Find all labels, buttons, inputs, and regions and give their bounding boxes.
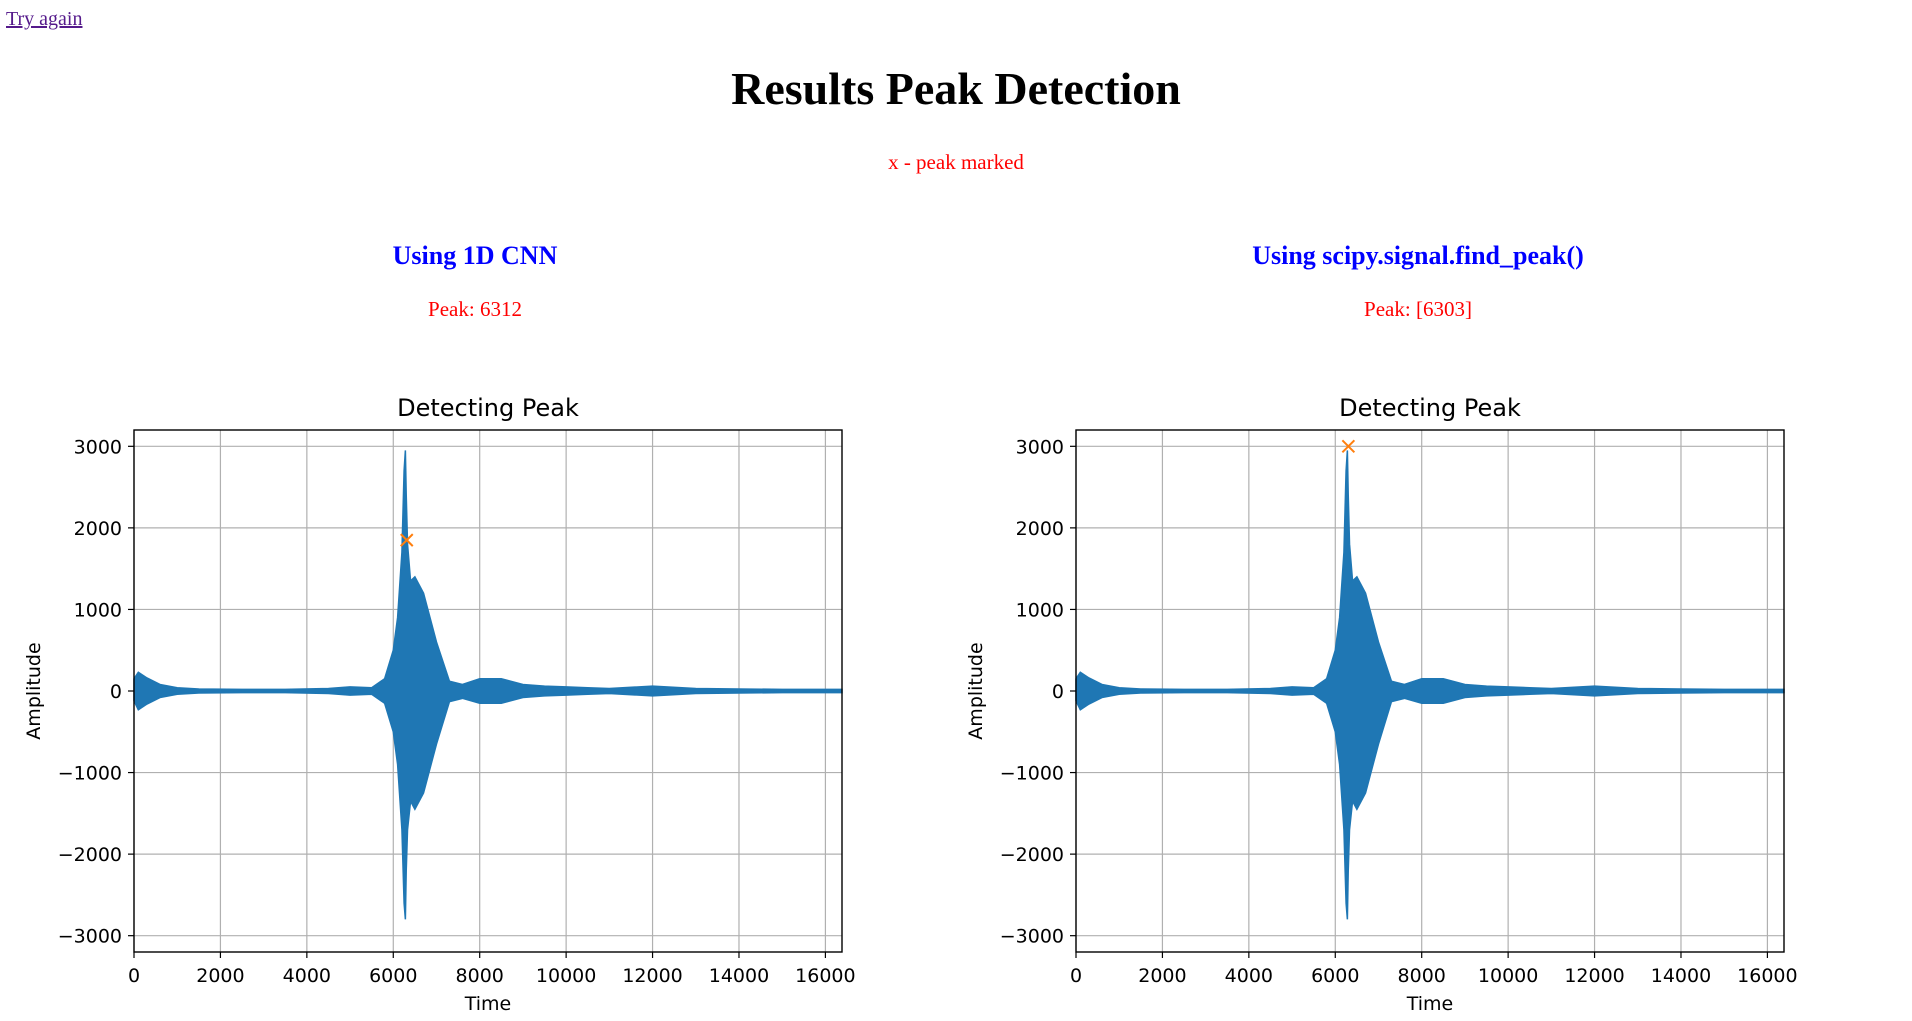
y-tick-label: −3000	[58, 926, 122, 948]
y-tick-label: 3000	[1016, 436, 1064, 458]
chart-title: Detecting Peak	[1339, 394, 1521, 422]
y-tick-label: 1000	[1016, 599, 1064, 621]
x-tick-label: 0	[128, 965, 140, 987]
chart-title: Detecting Peak	[397, 394, 579, 422]
x-tick-label: 4000	[1225, 965, 1273, 987]
signal-series	[133, 450, 843, 920]
scipy-method-title: Using scipy.signal.find_peak()	[1252, 241, 1584, 270]
try-again-link[interactable]: Try again	[6, 8, 83, 30]
scipy-chart: Detecting Peak 0 2000 4000 6000 8000 10000 1200…	[952, 380, 1812, 1021]
scipy-peak-value: Peak: [6303]	[1364, 297, 1472, 321]
y-tick-label: −2000	[1000, 844, 1064, 866]
x-tick-label: 4000	[283, 965, 331, 987]
y-tick-label: 1000	[74, 599, 122, 621]
x-tick-label: 6000	[1311, 965, 1359, 987]
x-tick-label: 2000	[1138, 965, 1186, 987]
cnn-chart: Detecting Peak 0 2000 4000 6000 8000 10000 1200…	[10, 380, 870, 1021]
x-tick-label: 6000	[369, 965, 417, 987]
x-tick-label: 14000	[1651, 965, 1711, 987]
x-tick-label: 16000	[795, 965, 855, 987]
y-tick-label: 2000	[1016, 518, 1064, 540]
y-tick-label: 3000	[74, 436, 122, 458]
x-tick-label: 8000	[1398, 965, 1446, 987]
y-tick-label: 2000	[74, 518, 122, 540]
x-tick-label: 12000	[1564, 965, 1624, 987]
y-tick-label: −2000	[58, 844, 122, 866]
x-tick-label: 10000	[1478, 965, 1538, 987]
x-tick-label: 8000	[456, 965, 504, 987]
y-tick-label: −1000	[1000, 763, 1064, 785]
page-title: Results Peak Detection	[731, 63, 1181, 114]
x-tick-label: 14000	[709, 965, 769, 987]
y-tick-label: −3000	[1000, 926, 1064, 948]
x-tick-label: 0	[1070, 965, 1082, 987]
signal-series	[1075, 450, 1785, 920]
marker-legend-note: x - peak marked	[888, 150, 1024, 174]
y-tick-label: 0	[1052, 681, 1064, 703]
x-tick-label: 2000	[196, 965, 244, 987]
y-axis-label: Amplitude	[23, 642, 45, 739]
y-tick-label: −1000	[58, 763, 122, 785]
x-tick-label: 16000	[1737, 965, 1797, 987]
x-axis-label: Time	[464, 993, 512, 1015]
x-axis-label: Time	[1406, 993, 1454, 1015]
peak-marker	[1341, 439, 1356, 454]
peak-marker	[400, 533, 414, 547]
y-axis-label: Amplitude	[965, 642, 987, 739]
cnn-peak-value: Peak: 6312	[428, 297, 522, 321]
y-tick-label: 0	[110, 681, 122, 703]
x-tick-label: 10000	[536, 965, 596, 987]
x-tick-label: 12000	[622, 965, 682, 987]
cnn-method-title: Using 1D CNN	[392, 241, 558, 270]
